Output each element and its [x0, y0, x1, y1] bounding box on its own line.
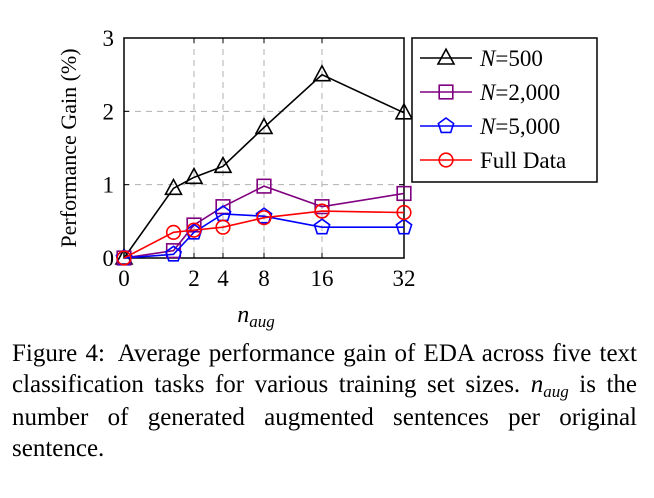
series-1-point-5	[314, 199, 330, 215]
figure-caption: Figure 4: Average performance gain of ED…	[12, 338, 637, 464]
series-3-point-4	[256, 210, 272, 226]
series-0-point-5	[312, 64, 332, 82]
series-0-point-1	[164, 177, 183, 196]
series-3-point-1	[165, 224, 182, 240]
x-tick-label-5: 32	[393, 266, 416, 291]
series-line-3	[123, 210, 405, 259]
y-tick-label-3: 3	[103, 26, 115, 51]
legend-entry-2: N=5,000	[420, 114, 560, 139]
series-0	[114, 64, 414, 265]
series-3-point-0	[116, 250, 132, 266]
x-tick-label-1: 2	[188, 266, 200, 291]
x-axis-label: naug	[237, 302, 275, 331]
series-0-point-2	[184, 166, 204, 185]
y-tick-label-1: 1	[103, 173, 115, 198]
series-3-point-2	[186, 222, 202, 238]
x-tick-label-0: 0	[118, 266, 130, 291]
series-2-point-1	[164, 245, 183, 262]
series-1-point-4	[256, 178, 272, 194]
series-layer	[114, 64, 414, 266]
legend-marker-0	[436, 47, 456, 65]
legend-label-3: Full Data	[480, 148, 566, 173]
series-3-point-6	[396, 204, 412, 221]
series-2-point-6	[395, 218, 413, 235]
series-3-point-3	[215, 219, 231, 235]
legend-entry-3: Full Data	[420, 148, 566, 173]
legend-label-0: N=500	[479, 46, 543, 71]
series-line-2	[123, 213, 404, 259]
legend-entry-0: N=500	[420, 46, 543, 71]
caption-text-b: is the number of generated augmented sen…	[12, 371, 637, 462]
legend-marker-1	[438, 84, 454, 100]
x-tick-label-4: 16	[310, 266, 333, 291]
legend-label-2: N=5,000	[479, 114, 560, 139]
y-tick-label-0: 0	[103, 246, 115, 271]
series-2-point-5	[313, 218, 331, 235]
legend-marker-2	[437, 117, 455, 134]
caption-math-n: n	[530, 371, 544, 398]
legend-entry-1: N=2,000	[420, 80, 560, 105]
y-axis-label: Performance Gain (%)	[56, 48, 81, 247]
series-0-point-6	[394, 102, 414, 120]
legend-marker-3	[438, 152, 454, 168]
x-tick-label-2: 4	[217, 266, 229, 291]
series-2-point-4	[255, 207, 273, 224]
x-axis-label-sub: aug	[249, 312, 275, 331]
y-tick-label-2: 2	[103, 99, 115, 124]
series-1-point-6	[396, 185, 412, 202]
legend-label-1: N=2,000	[479, 80, 560, 105]
x-tick-label-3: 8	[258, 266, 270, 291]
series-0-point-3	[213, 155, 233, 174]
x-axis-label-main: n	[237, 302, 249, 328]
caption-label: Figure 4:	[12, 340, 105, 367]
series-3-point-5	[314, 203, 330, 219]
caption-math-sub: aug	[543, 382, 569, 401]
legend-box	[411, 37, 598, 183]
caption-text-a: Average performance gain of EDA across f…	[12, 340, 637, 398]
series-line-0	[123, 73, 405, 259]
series-0-point-4	[254, 116, 274, 135]
legend: N=500 N=2,000 N=5,000 Full Data	[411, 37, 598, 183]
series-3	[116, 203, 412, 266]
